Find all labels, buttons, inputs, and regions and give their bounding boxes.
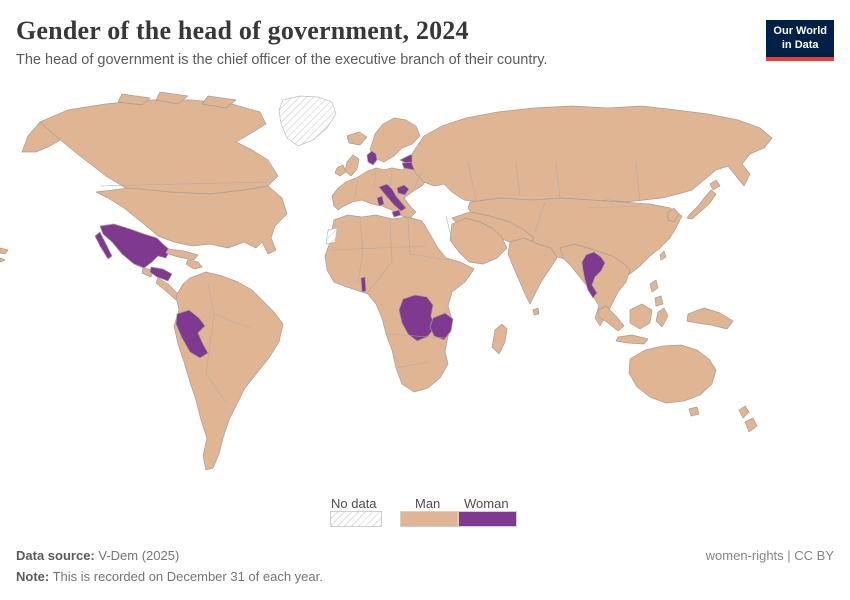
land-canada[interactable] <box>39 99 279 197</box>
land-new-zealand[interactable] <box>738 405 750 419</box>
land-uk[interactable] <box>344 154 360 177</box>
land-tasmania[interactable] <box>688 406 700 417</box>
note-line: Note: This is recorded on December 31 of… <box>16 569 323 584</box>
land-india[interactable] <box>507 237 558 305</box>
page-title: Gender of the head of government, 2024 <box>16 16 469 45</box>
country-italy-sardinia[interactable] <box>376 195 385 207</box>
country-thailand[interactable] <box>581 251 606 299</box>
legend-man-label: Man <box>415 496 441 511</box>
owid-logo[interactable]: Our World in Data <box>766 20 834 61</box>
owid-logo-line1: Our World <box>773 25 827 37</box>
land-arctic-island[interactable] <box>201 95 237 109</box>
country-peru[interactable] <box>175 309 209 359</box>
land-japan[interactable] <box>686 189 717 220</box>
country-mexico[interactable] <box>99 223 171 269</box>
land-madagascar[interactable] <box>491 323 508 355</box>
land-korea[interactable] <box>667 207 680 223</box>
land-taiwan[interactable] <box>659 250 667 261</box>
land-japan-hokkaido[interactable] <box>709 179 721 191</box>
land-australia[interactable] <box>628 344 717 404</box>
land-russia-siberia[interactable] <box>411 105 773 203</box>
data-source-line: Data source: V-Dem (2025) <box>16 548 179 563</box>
country-italy-sicily[interactable] <box>391 209 402 218</box>
country-drc[interactable] <box>398 294 436 342</box>
land-new-guinea[interactable] <box>686 307 734 330</box>
land-cuba[interactable] <box>165 248 199 261</box>
country-italy[interactable] <box>378 183 407 212</box>
land-sri-lanka[interactable] <box>532 307 540 316</box>
country-greenland[interactable] <box>278 95 337 147</box>
legend-woman-swatch[interactable] <box>458 511 517 527</box>
land-sumatra[interactable] <box>597 305 625 332</box>
land-arabia[interactable] <box>449 217 508 265</box>
land-usa[interactable] <box>95 185 288 255</box>
legend-man-swatch[interactable] <box>400 511 458 527</box>
land-arctic-island[interactable] <box>117 93 151 106</box>
country-western-sahara[interactable] <box>325 227 338 245</box>
rights-link[interactable]: women-rights | CC BY <box>705 548 834 563</box>
land-south-america[interactable] <box>173 271 284 471</box>
land-iceland[interactable] <box>346 131 368 146</box>
legend-no-data-label: No data <box>331 496 377 511</box>
data-source-label: Data source: <box>16 548 95 563</box>
chart-subtitle: The head of government is the chief offi… <box>16 52 548 68</box>
land-philippines[interactable] <box>649 279 659 293</box>
land-java[interactable] <box>615 334 649 345</box>
land-borneo[interactable] <box>629 303 653 330</box>
land-africa[interactable] <box>324 214 475 393</box>
legend-no-data-swatch[interactable] <box>330 511 382 527</box>
legend-woman-label: Woman <box>464 496 509 511</box>
owid-logo-line2: in Data <box>781 38 819 51</box>
country-bosnia[interactable] <box>396 184 410 196</box>
country-mexico-baja[interactable] <box>94 231 113 260</box>
land-scandinavia[interactable] <box>369 117 421 163</box>
land-new-zealand[interactable] <box>744 417 758 433</box>
country-honduras[interactable] <box>149 266 173 282</box>
land-antimeridian-sliver[interactable] <box>0 247 9 255</box>
land-europe-mainland[interactable] <box>331 165 429 219</box>
land-arctic-island[interactable] <box>155 92 189 105</box>
land-hispaniola[interactable] <box>185 259 203 270</box>
data-source-value: V-Dem (2025) <box>98 548 180 563</box>
land-philippines[interactable] <box>654 295 664 307</box>
country-denmark[interactable] <box>366 150 378 166</box>
country-togo[interactable] <box>360 276 367 293</box>
land-sulawesi[interactable] <box>655 307 669 328</box>
land-antimeridian-sliver[interactable] <box>0 257 6 263</box>
note-value: This is recorded on December 31 of each … <box>52 569 323 584</box>
note-label: Note: <box>16 569 50 584</box>
land-ireland[interactable] <box>334 164 347 177</box>
country-borders <box>99 161 641 403</box>
world-map <box>0 92 773 471</box>
country-tanzania[interactable] <box>429 312 454 341</box>
